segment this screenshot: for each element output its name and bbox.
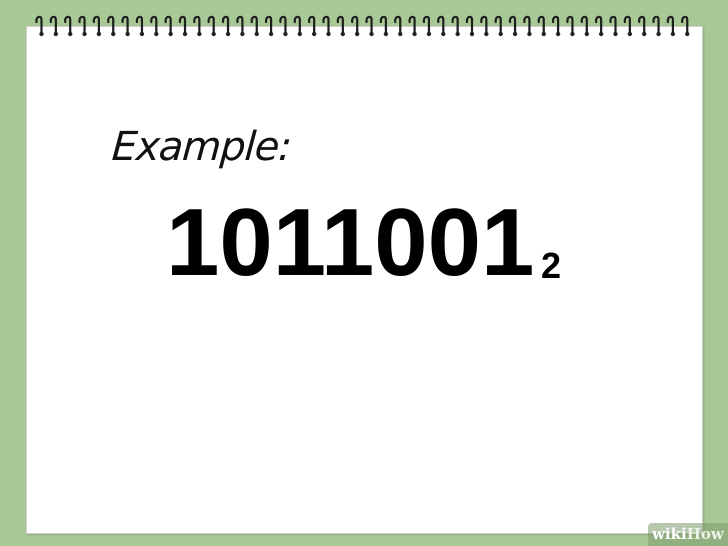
spiral-ring [78, 15, 87, 37]
spiral-ring [537, 15, 546, 37]
spiral-ring [279, 15, 288, 37]
example-label: Example: [110, 124, 293, 170]
spiral-ring [336, 15, 346, 37]
spiral-ring [508, 15, 518, 37]
spiral-ring [551, 15, 561, 37]
spiral-ring [451, 15, 460, 37]
wikihow-logo-wiki: wiki [652, 525, 687, 543]
spiral-ring [394, 15, 403, 37]
spiral-ring [178, 15, 188, 37]
spiral-ring [307, 15, 317, 37]
spiral-ring [437, 15, 446, 37]
spiral-ring [408, 15, 417, 37]
spiral-ring [250, 15, 259, 37]
spiral-ring [379, 15, 389, 37]
wikihow-logo-text: wikiHow [652, 525, 724, 543]
spiral-ring [609, 15, 618, 37]
spiral-ring [494, 15, 503, 37]
spiral-ring [150, 15, 159, 37]
base-subscript: 2 [541, 245, 562, 286]
spiral-binding [35, 15, 690, 37]
spiral-ring [322, 15, 331, 37]
spiral-ring [480, 15, 489, 37]
spiral-ring [221, 15, 231, 37]
spiral-ring [351, 15, 360, 37]
spiral-ring [264, 15, 274, 37]
spiral-ring [207, 15, 216, 37]
spiral-ring [236, 15, 245, 37]
spiral-ring [623, 15, 633, 37]
spiral-ring [64, 15, 73, 37]
spiral-ring [652, 15, 661, 37]
wikihow-logo-how: How [686, 525, 724, 543]
spiral-ring [594, 15, 604, 37]
spiral-ring [566, 15, 575, 37]
spiral-ring [107, 15, 116, 37]
spiral-ring [638, 15, 647, 37]
spiral-ring [193, 15, 202, 37]
spiral-ring [92, 15, 102, 37]
spiral-ring [121, 15, 130, 37]
spiral-ring [365, 15, 374, 37]
wikihow-watermark: wikiHow [648, 523, 728, 546]
spiral-ring [293, 15, 302, 37]
spiral-ring [681, 15, 690, 37]
spiral-ring [523, 15, 532, 37]
notebook-page [26, 26, 703, 534]
spiral-ring [580, 15, 589, 37]
spiral-ring [164, 15, 173, 37]
spiral-ring [35, 15, 44, 37]
spiral-ring [666, 15, 676, 37]
spiral-ring [135, 15, 145, 37]
spiral-ring [49, 15, 59, 37]
spiral-ring [422, 15, 432, 37]
binary-number: 1011001 [166, 189, 535, 296]
spiral-ring [465, 15, 475, 37]
